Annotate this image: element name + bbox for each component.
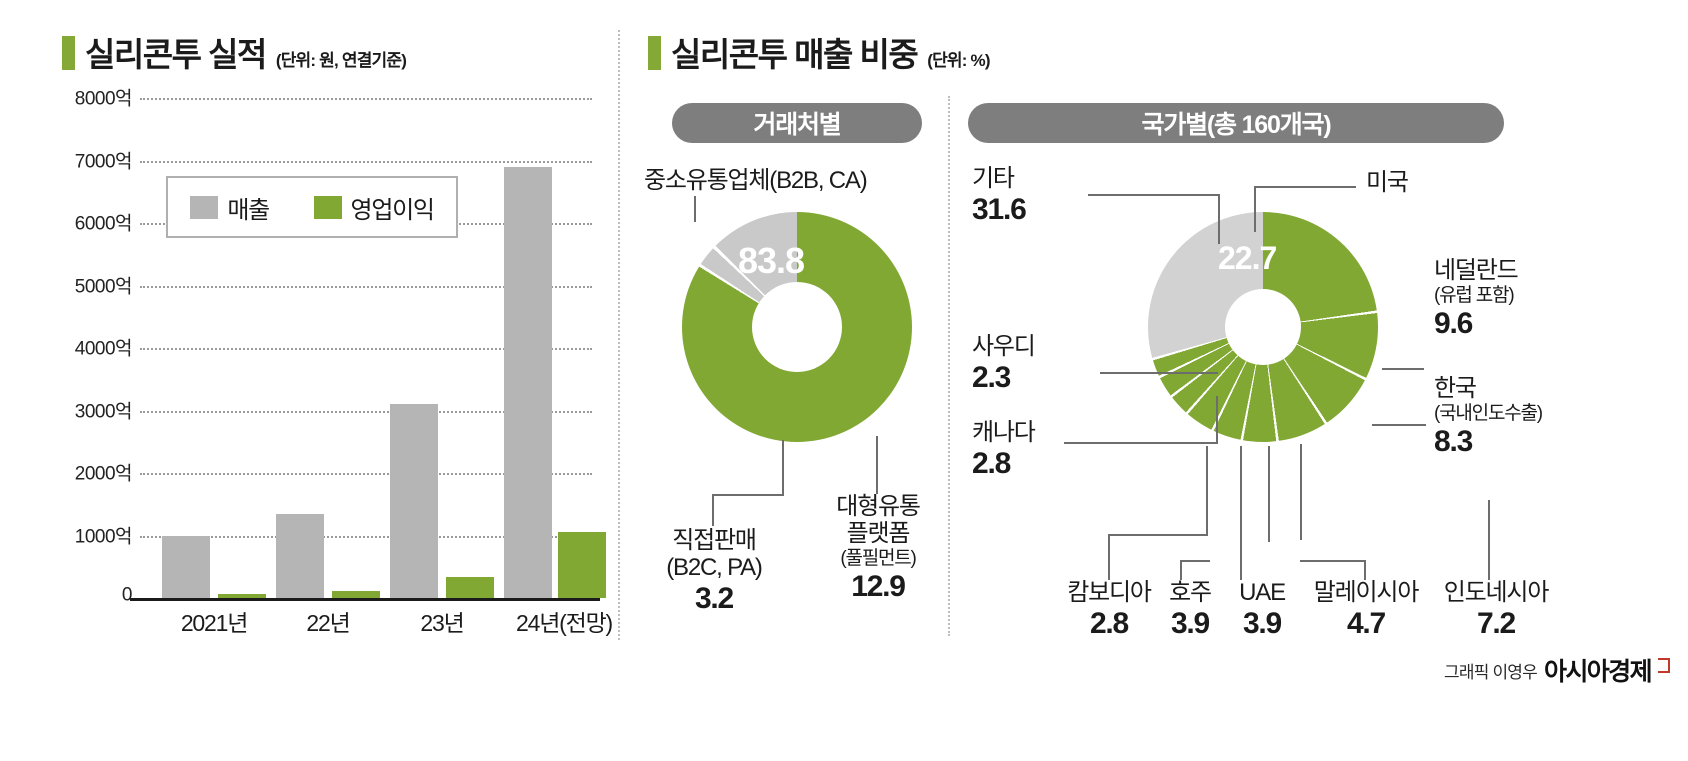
country-label-uae: UAE 3.9 (1239, 579, 1286, 640)
leader-line (1488, 500, 1490, 580)
credit-line: 그래픽 이영우 아시아경제 (1444, 652, 1670, 688)
bar-revenue-2021 (162, 535, 210, 598)
leader-line (1206, 446, 1208, 534)
y-axis-tick: 8000억 (74, 88, 133, 110)
y-axis-tick: 7000억 (74, 150, 133, 172)
leader-line (1254, 186, 1256, 232)
customer-value-b2b: 83.8 (738, 240, 805, 281)
share-section-title: 실리콘투 매출 비중 (671, 36, 919, 73)
country-value-usa: 22.7 (1218, 240, 1277, 276)
legend-swatch-revenue (190, 195, 219, 219)
leader-line (1268, 446, 1270, 542)
leader-line (1064, 442, 1218, 444)
leader-line (1240, 446, 1242, 580)
leader-line (1216, 396, 1218, 444)
y-axis-tick: 6000억 (74, 213, 133, 235)
country-label-indonesia: 인도네시아 7.2 (1443, 579, 1550, 640)
gridline: 5000억 (75, 276, 592, 297)
bar-profit-2022 (332, 591, 380, 598)
leader-line (1108, 534, 1208, 536)
country-donut-hole (1225, 289, 1301, 365)
leader-line (1300, 444, 1302, 540)
legend-item-revenue: 매출 (190, 190, 270, 225)
accent-bar-icon (62, 36, 75, 70)
bar-revenue-2024 (504, 166, 552, 598)
leader-line (712, 494, 784, 496)
leader-line (1364, 560, 1366, 580)
x-axis-label: 23년 (420, 610, 464, 636)
brand-mark-icon (1658, 657, 1670, 673)
leader-line (782, 440, 784, 496)
leader-line (1372, 424, 1426, 426)
bar-chart-panel: 실리콘투 실적 (단위: 원, 연결기준) 8000억 7000억 6000억 … (62, 28, 613, 648)
share-section-unit: (단위: %) (927, 51, 990, 70)
credit-author: 그래픽 이영우 (1444, 662, 1538, 682)
y-axis-tick: 3000억 (74, 400, 133, 422)
bar-revenue-2023 (390, 404, 438, 598)
gridline: 3000억 (75, 401, 592, 422)
country-label-korea: 한국 (국내인도수출) 8.3 (1434, 375, 1543, 458)
leader-line (1100, 372, 1218, 374)
legend-label-revenue: 매출 (227, 196, 270, 224)
share-section-heading: 실리콘투 매출 비중 (단위: %) (648, 28, 991, 76)
bar-chart-heading: 실리콘투 실적 (단위: 원, 연결기준) (62, 28, 602, 76)
country-label-saudi: 사우디 2.3 (972, 333, 1036, 394)
y-axis-tick: 0 (121, 584, 133, 606)
leader-line (1218, 194, 1220, 244)
customer-label-platform: 대형유통 플랫폼 (풀필먼트) 12.9 (836, 493, 921, 603)
legend-item-profit: 영업이익 (313, 190, 435, 225)
bar-plot-area: 8000억 7000억 6000억 5000억 4000억 3000억 2000… (75, 88, 613, 636)
bar-revenue-2022 (276, 513, 324, 598)
leader-line (876, 436, 878, 494)
accent-bar-icon (648, 36, 661, 70)
country-label-netherlands: 네덜란드 (유럽 포함) 9.6 (1434, 257, 1519, 340)
leader-line (1382, 368, 1424, 370)
country-label-canada: 캐나다 2.8 (972, 419, 1036, 480)
x-axis-label: 24년(전망) (516, 610, 613, 636)
country-label-cambodia: 캄보디아 2.8 (1067, 579, 1152, 640)
legend-swatch-profit (313, 195, 342, 219)
customer-donut-ring (682, 212, 912, 442)
leader-line (1108, 534, 1110, 580)
x-axis-label: 2021년 (180, 610, 249, 636)
gridline: 7000억 (75, 151, 592, 172)
customer-donut-hole (752, 282, 842, 372)
leader-line (1088, 194, 1220, 196)
leader-line (1180, 560, 1182, 580)
gridline: 1000억 (75, 526, 592, 547)
country-label-usa: 미국 (1366, 169, 1409, 196)
vertical-divider (618, 30, 620, 640)
country-label-malaysia: 말레이시아 4.7 (1313, 579, 1420, 640)
country-label-etc: 기타 31.6 (972, 165, 1027, 226)
y-axis-tick: 2000억 (74, 463, 133, 485)
customer-label-direct: 직접판매 (B2C, PA) 3.2 (666, 527, 763, 615)
credit-brand: 아시아경제 (1543, 658, 1653, 686)
y-axis-tick: 1000억 (74, 525, 133, 547)
bar-chart-legend: 매출 영업이익 (166, 176, 458, 238)
gridline: 8000억 (75, 88, 592, 109)
y-axis-tick: 4000억 (74, 338, 133, 360)
bar-profit-2023 (446, 577, 494, 598)
gridline: 2000억 (75, 463, 592, 484)
pill-country-header: 국가별(총 160개국) (968, 103, 1504, 143)
x-axis-line (130, 598, 600, 601)
y-axis-tick: 5000억 (74, 275, 133, 297)
country-donut-ring (1148, 212, 1378, 442)
legend-label-profit: 영업이익 (350, 196, 435, 224)
leader-line (694, 196, 696, 222)
x-axis-label: 22년 (306, 610, 350, 636)
gridline: 4000억 (75, 338, 592, 359)
bar-chart-title: 실리콘투 실적 (85, 36, 267, 73)
leader-line (712, 494, 714, 526)
pill-customer-header: 거래처별 (672, 103, 922, 143)
leader-line (1300, 560, 1366, 562)
vertical-divider-inner (948, 96, 950, 636)
bar-profit-2024 (558, 531, 606, 598)
bar-profit-2021 (218, 593, 266, 598)
customer-label-b2b: 중소유통업체(B2B, CA) (644, 167, 868, 194)
leader-line (1254, 186, 1356, 188)
bar-chart-unit: (단위: 원, 연결기준) (275, 51, 407, 70)
country-label-australia: 호주 3.9 (1169, 579, 1212, 640)
leader-line (1180, 560, 1210, 562)
